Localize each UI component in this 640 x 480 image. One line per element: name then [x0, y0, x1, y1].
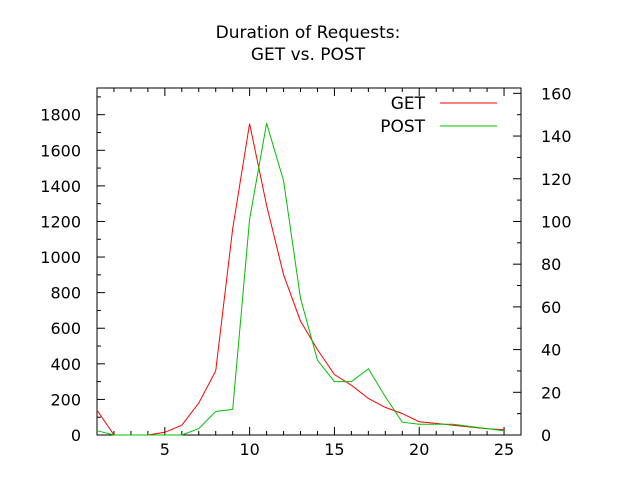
y2-tick-label: 80: [541, 255, 561, 274]
y-tick-label: 0: [71, 426, 81, 445]
x-axis: 5 10 15 20 25: [96, 88, 522, 459]
legend-label-get: GET: [391, 94, 426, 114]
chart-title-line-2: GET vs. POST: [251, 45, 366, 65]
y2-tick-label: 120: [541, 170, 572, 189]
y-tick-label: 1200: [40, 212, 81, 231]
legend-label-post: POST: [380, 117, 425, 137]
y2-axis: 0 20 40 60 80 100 120 140 160: [513, 84, 572, 445]
x-tick-label: 15: [324, 440, 344, 459]
y2-tick-label: 100: [541, 212, 572, 231]
chart-title-line-1: Duration of Requests:: [216, 23, 401, 43]
y2-tick-label: 160: [541, 84, 572, 103]
y2-tick-label: 20: [541, 383, 561, 402]
x-tick-label: 5: [160, 440, 170, 459]
x-tick-label: 20: [409, 440, 429, 459]
y-tick-label: 400: [50, 355, 81, 374]
y-tick-label: 800: [50, 284, 81, 303]
y-tick-label: 600: [50, 319, 81, 338]
y2-tick-label: 40: [541, 341, 561, 360]
y-tick-label: 1000: [40, 248, 81, 267]
y2-tick-label: 60: [541, 298, 561, 317]
plot-frame: [96, 87, 522, 436]
y-tick-label: 200: [50, 390, 81, 409]
series-line-get: [96, 123, 505, 436]
y-axis: 0 200 400 600 800 1000 1200 1400 1600 1800: [40, 96, 105, 445]
series-layer: [96, 123, 505, 436]
x-tick-label: 10: [239, 440, 259, 459]
legend: GET POST: [380, 94, 497, 137]
y2-tick-label: 140: [541, 127, 572, 146]
y-tick-label: 1400: [40, 177, 81, 196]
series-line-post: [96, 123, 505, 436]
y-tick-label: 1800: [40, 106, 81, 125]
y-tick-label: 1600: [40, 141, 81, 160]
x-tick-label: 25: [494, 440, 514, 459]
y2-tick-label: 0: [541, 426, 551, 445]
